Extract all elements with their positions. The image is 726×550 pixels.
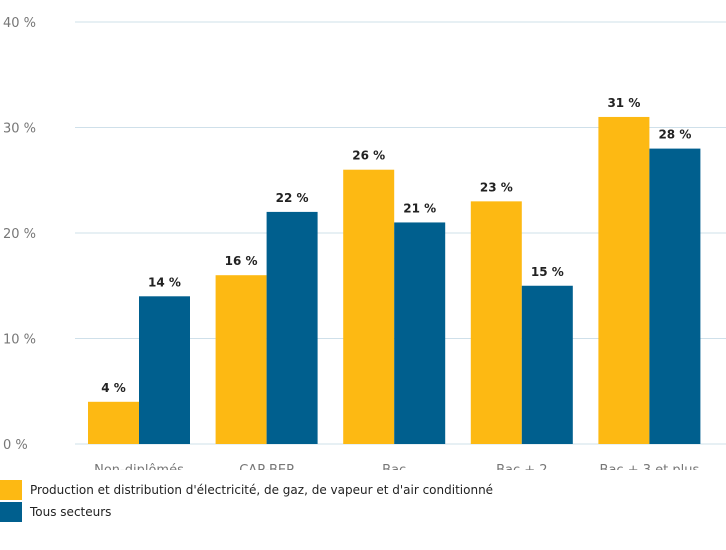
legend-item-series-2: Tous secteurs [0, 502, 111, 522]
data-label-series-2-0: 14 % [148, 275, 181, 289]
y-tick-label-0: 0 % [3, 438, 28, 453]
legend-label-series-2: Tous secteurs [30, 505, 112, 519]
bar-series-2-4 [649, 148, 701, 444]
bar-series-2-1 [266, 211, 318, 444]
data-label-series-1-2: 26 % [352, 149, 385, 163]
legend-swatch-series-2 [0, 502, 22, 522]
y-tick-label-3: 30 % [3, 122, 36, 137]
x-tick-label-2: Bac [382, 463, 406, 470]
x-tick-label-1: CAP-BEP [239, 463, 294, 470]
data-label-series-2-4: 28 % [658, 128, 691, 142]
data-label-series-1-0: 4 % [101, 381, 126, 395]
data-label-series-1-1: 16 % [225, 254, 258, 268]
bar-series-2-2 [394, 222, 446, 444]
bar-series-2-0 [139, 296, 190, 444]
data-label-series-1-3: 23 % [480, 180, 513, 194]
bar-series-1-3 [470, 201, 522, 444]
y-tick-label-1: 10 % [3, 333, 36, 348]
bar-series-1-4 [598, 116, 650, 444]
bar-series-1-2 [343, 169, 395, 444]
data-label-series-2-1: 22 % [276, 191, 309, 205]
data-label-series-2-2: 21 % [403, 201, 436, 215]
bar-series-1-0 [88, 401, 139, 444]
y-tick-label-4: 40 % [3, 16, 36, 31]
y-tick-label-2: 20 % [3, 227, 36, 242]
x-tick-label-0: Non-diplômés [94, 463, 184, 470]
data-label-series-2-3: 15 % [531, 265, 564, 279]
bar-series-2-3 [521, 285, 573, 444]
legend-item-series-1: Production et distribution d'électricité… [0, 480, 493, 500]
x-tick-label-4: Bac + 3 et plus [600, 463, 700, 470]
bar-series-1-1 [215, 275, 267, 444]
legend-swatch-series-1 [0, 480, 22, 500]
legend-label-series-1: Production et distribution d'électricité… [30, 483, 494, 497]
x-tick-label-3: Bac + 2 [496, 463, 547, 470]
bar-chart: 0 % 10 % 20 % 30 % 40 % 4 % 14 % Non-diplômés 16… [3, 16, 726, 470]
data-label-series-1-4: 31 % [607, 96, 640, 110]
